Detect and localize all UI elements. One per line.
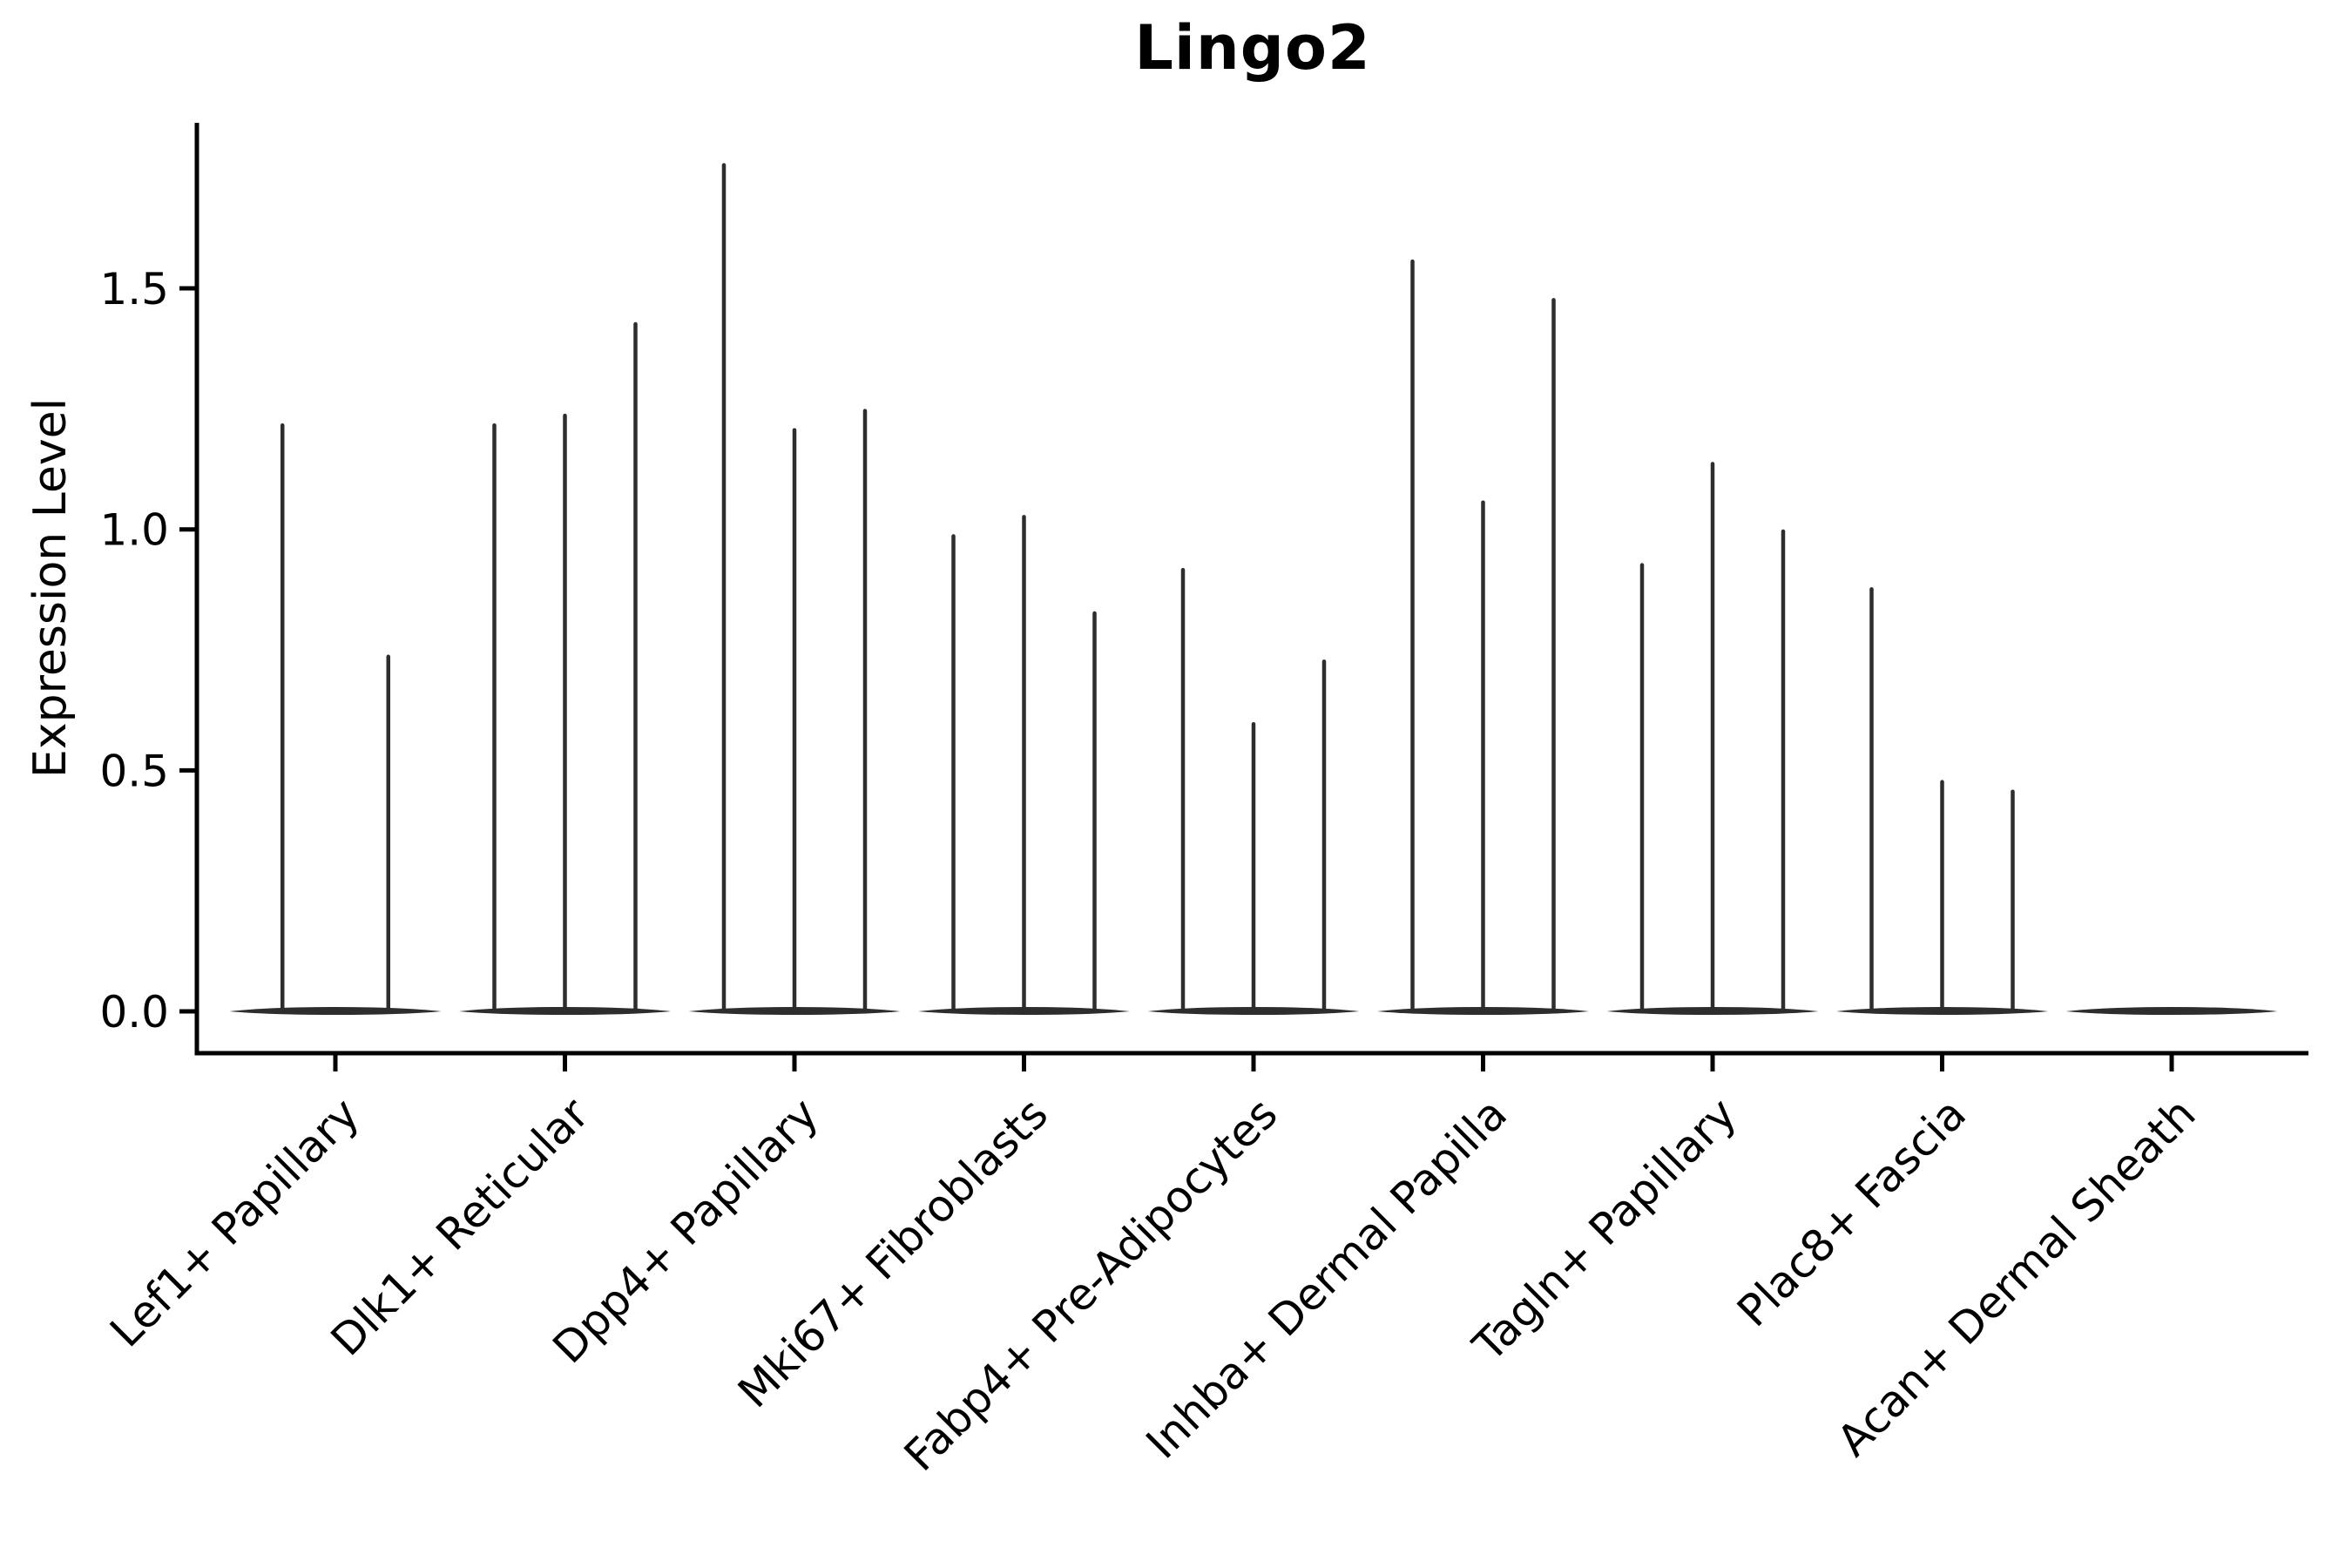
violin-spike — [1940, 780, 1944, 1011]
violin-spike — [1869, 587, 1874, 1011]
violin-spike — [492, 422, 497, 1011]
violin-spike — [1639, 563, 1645, 1011]
violin-spike — [1481, 500, 1485, 1011]
violin-spike — [563, 413, 567, 1012]
y-tick-label: 1.0 — [99, 505, 169, 556]
x-tick-label: Fabp4+ Pre-Adipocytes — [895, 1088, 1288, 1481]
violin-spike — [1410, 259, 1415, 1011]
violin-spike — [1781, 529, 1786, 1011]
violin-spike — [2011, 789, 2015, 1011]
violin-spike — [1022, 515, 1026, 1011]
x-tick-label: Plac8+ Fascia — [1727, 1088, 1976, 1336]
violin-spike — [721, 163, 727, 1011]
x-tick-label: Lef1+ Papillary — [100, 1088, 368, 1356]
violin-zero-mass — [2065, 1007, 2278, 1015]
y-tick-label: 1.5 — [99, 264, 169, 314]
violin-zero-mass — [229, 1007, 442, 1015]
violin-spike — [280, 422, 285, 1011]
y-tick-label: 0.5 — [99, 746, 169, 796]
violin-spike — [792, 428, 797, 1012]
violin-spike — [1551, 298, 1556, 1012]
chart-title: Lingo2 — [1134, 12, 1371, 84]
violin-spike — [1251, 722, 1256, 1011]
violin-spike — [1180, 567, 1186, 1011]
violin-spike — [1710, 462, 1715, 1011]
y-tick-label: 0.0 — [99, 987, 169, 1037]
violin-spike — [862, 409, 868, 1011]
violin-spike — [1321, 659, 1327, 1011]
violin-spike — [1092, 611, 1097, 1011]
violin-spike — [951, 534, 956, 1011]
violin-spike — [386, 654, 390, 1011]
violin-spike — [633, 321, 638, 1011]
y-axis-label: Expression Level — [24, 397, 77, 779]
